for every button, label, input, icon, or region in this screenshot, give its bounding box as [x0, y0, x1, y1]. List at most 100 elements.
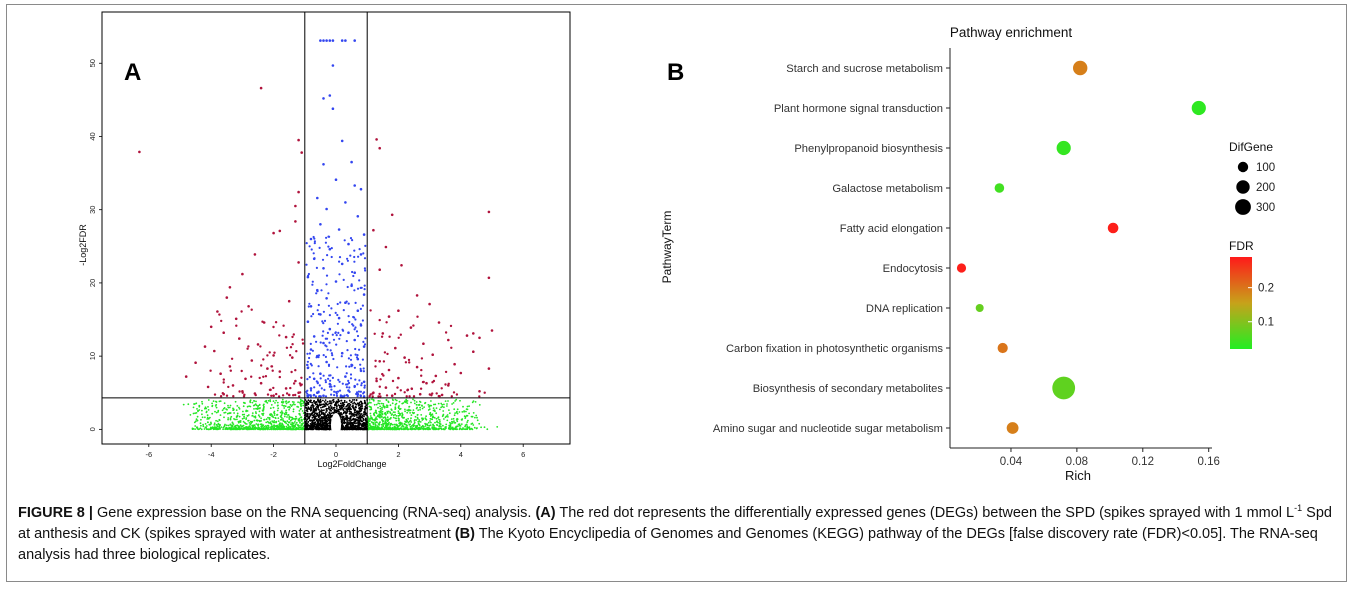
- volcano-point-green: [251, 428, 254, 430]
- volcano-point-black: [319, 398, 322, 401]
- volcano-point-green: [391, 423, 394, 426]
- volcano-point-green: [240, 425, 242, 427]
- volcano-point-green: [450, 418, 453, 420]
- volcano-point-green: [302, 404, 305, 407]
- volcano-point-green: [394, 417, 397, 420]
- volcano-point-green: [258, 410, 261, 413]
- volcano-point-green: [281, 422, 283, 425]
- volcano-point-green: [455, 398, 458, 401]
- volcano-point-green: [253, 408, 255, 410]
- volcano-point-green: [436, 427, 438, 430]
- volcano-point-green: [248, 422, 251, 424]
- volcano-point-green: [238, 428, 241, 431]
- volcano-point-green: [299, 421, 301, 423]
- enrichment-pathway-label: Fatty acid elongation: [840, 223, 943, 235]
- volcano-point-green: [406, 411, 409, 414]
- volcano-point-green: [222, 428, 225, 431]
- volcano-point-green: [401, 402, 404, 405]
- volcano-point-green: [283, 405, 286, 407]
- volcano-point-green: [270, 425, 273, 428]
- enrichment-pathway-label: Starch and sucrose metabolism: [786, 63, 943, 75]
- volcano-point-green: [470, 423, 473, 425]
- volcano-point-green: [415, 425, 418, 428]
- volcano-point-green: [383, 426, 386, 429]
- volcano-point-green: [381, 418, 383, 421]
- volcano-point-green: [430, 421, 432, 424]
- volcano-point-green: [272, 416, 275, 419]
- volcano-point-green: [290, 405, 293, 407]
- volcano-point-green: [448, 412, 451, 415]
- volcano-point-green: [231, 422, 234, 424]
- volcano-point-green: [216, 425, 219, 428]
- volcano-point-green: [242, 424, 245, 427]
- volcano-point-green: [229, 423, 232, 426]
- volcano-point-green: [224, 411, 227, 414]
- enrichment-pathway-label: DNA replication: [866, 303, 943, 315]
- volcano-point-green: [277, 426, 280, 428]
- volcano-point-green: [206, 418, 209, 420]
- volcano-point-green: [268, 418, 271, 421]
- volcano-point-green: [218, 426, 221, 429]
- volcano-point-green: [247, 419, 250, 422]
- volcano-point-green: [278, 423, 281, 426]
- volcano-point-green: [414, 415, 417, 418]
- volcano-point-green: [427, 409, 430, 411]
- volcano-point-green: [242, 420, 245, 423]
- volcano-point-green: [283, 407, 286, 409]
- volcano-point-green: [295, 421, 298, 424]
- volcano-point-green: [297, 419, 300, 422]
- volcano-point-green: [402, 425, 405, 428]
- volcano-point-green: [205, 426, 208, 429]
- volcano-point-green: [390, 408, 393, 411]
- volcano-point-green: [380, 427, 382, 430]
- volcano-point-green: [374, 409, 377, 412]
- volcano-point-green: [376, 425, 379, 427]
- volcano-point-green: [260, 423, 263, 426]
- volcano-point-black: [326, 400, 329, 403]
- volcano-point-green: [280, 418, 283, 421]
- volcano-point-green: [430, 404, 433, 407]
- volcano-point-green: [393, 423, 396, 426]
- volcano-point-green: [436, 424, 439, 427]
- volcano-point-green: [301, 410, 304, 412]
- volcano-point-green: [368, 398, 371, 401]
- volcano-point-green: [213, 422, 216, 425]
- volcano-point-green: [282, 425, 284, 428]
- volcano-point-green: [391, 413, 394, 415]
- volcano-point-green: [245, 427, 248, 429]
- volcano-point-green: [458, 411, 461, 413]
- volcano-point-green: [257, 414, 260, 417]
- volcano-point-black: [332, 398, 335, 401]
- volcano-point-green: [201, 413, 203, 416]
- volcano-point-green: [231, 425, 234, 428]
- volcano-point-green: [300, 424, 303, 427]
- volcano-point-green: [199, 422, 202, 425]
- volcano-point-green: [429, 420, 431, 422]
- volcano-point-green: [265, 425, 267, 427]
- volcano-point-black: [329, 404, 332, 407]
- volcano-point-green: [288, 418, 291, 420]
- volcano-point-green: [386, 410, 389, 413]
- volcano-point-green: [291, 416, 294, 419]
- volcano-point-green: [441, 403, 444, 406]
- volcano-point-green: [417, 409, 420, 411]
- volcano-point-black: [309, 409, 312, 412]
- difgene-legend-dot: [1237, 161, 1249, 173]
- volcano-point-green: [397, 427, 400, 430]
- volcano-point-green: [238, 415, 241, 418]
- volcano-point-green: [421, 407, 424, 410]
- enrichment-x-tick-label: 0.08: [1066, 456, 1088, 468]
- volcano-point-green: [285, 400, 288, 402]
- volcano-point-green: [395, 402, 398, 405]
- volcano-point-green: [419, 408, 421, 411]
- volcano-point-green: [289, 407, 291, 409]
- volcano-point-green: [211, 427, 214, 429]
- volcano-point-green: [458, 423, 461, 426]
- volcano-point-green: [295, 428, 297, 431]
- volcano-point-green: [394, 413, 396, 416]
- volcano-point-green: [215, 428, 218, 431]
- volcano-point-green: [402, 428, 405, 431]
- enrichment-point: [994, 183, 1005, 193]
- volcano-point-green: [205, 428, 208, 431]
- volcano-point-green: [367, 420, 370, 423]
